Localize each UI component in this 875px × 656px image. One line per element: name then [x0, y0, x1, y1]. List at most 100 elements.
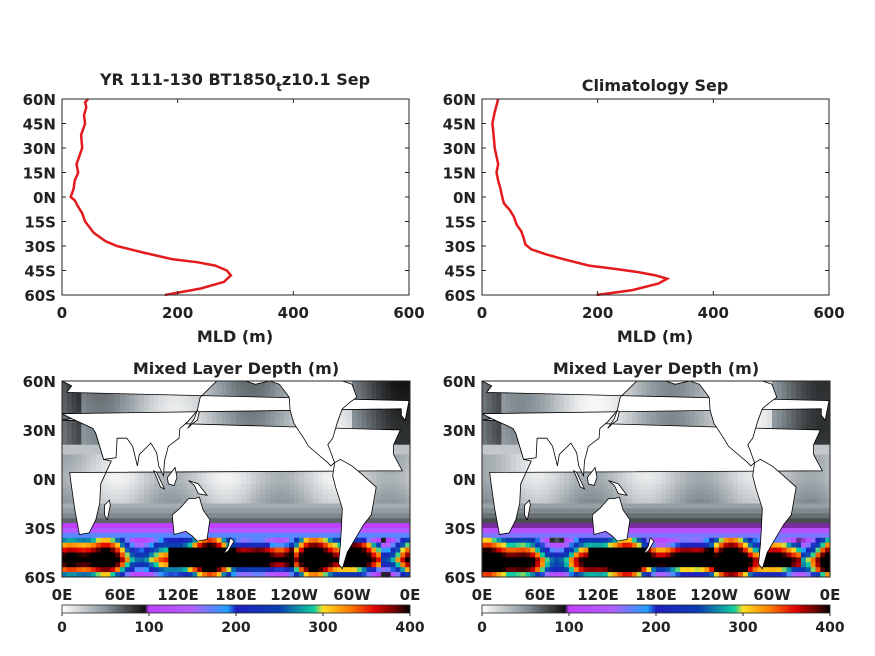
mld-cell: [641, 385, 647, 392]
mld-cell: [482, 464, 488, 470]
axes-frame: [481, 98, 830, 296]
mld-cell: [815, 425, 821, 431]
mld-cell: [245, 508, 252, 514]
mld-cell: [332, 542, 339, 549]
mld-cell: [506, 439, 512, 446]
mld-cell: [303, 488, 310, 495]
mld-cell: [163, 572, 169, 577]
mld-cell: [815, 488, 821, 495]
mld-cell: [738, 493, 744, 500]
mld-cell: [153, 493, 160, 500]
mld-cell: [260, 537, 266, 544]
mld-cell: [221, 488, 227, 495]
mld-cell: [564, 400, 570, 407]
mld-cell: [825, 498, 830, 505]
mld-cell: [390, 474, 397, 480]
mld-cell: [709, 483, 715, 490]
mld-cell: [308, 537, 314, 544]
mld-cell: [265, 542, 271, 549]
mld-cell: [602, 483, 609, 490]
mld-cell: [279, 488, 285, 495]
mld-cell: [158, 567, 165, 573]
mld-cell: [318, 532, 324, 539]
mld-cell: [178, 532, 184, 539]
mld-cell: [110, 567, 116, 573]
mld-cell: [279, 498, 285, 505]
mld-cell: [323, 483, 329, 490]
mld-cell: [486, 405, 493, 411]
mld-cell: [250, 420, 256, 426]
mld-cell: [694, 503, 701, 509]
mld-cell: [347, 547, 353, 554]
mld-cell: [95, 557, 102, 563]
mld-cell: [530, 474, 536, 480]
mld-cell: [182, 400, 189, 407]
mld-cell: [149, 557, 155, 563]
mld-cell: [71, 395, 78, 402]
mld-cell: [236, 420, 242, 426]
mld-cell: [279, 385, 285, 392]
mld-cell: [76, 400, 82, 407]
mld-cell: [260, 415, 266, 421]
mld-cell: [245, 513, 252, 519]
mld-cell: [405, 454, 410, 460]
mld-cell: [631, 474, 638, 480]
mld-cell: [149, 400, 155, 407]
mld-cell: [115, 552, 121, 558]
mld-cell: [718, 508, 725, 514]
mld-cell: [573, 405, 580, 411]
mld-cell: [665, 488, 672, 495]
mld-cell: [207, 537, 213, 544]
mld-cell: [680, 508, 686, 514]
mld-cell: [385, 532, 392, 539]
mld-cell: [796, 385, 802, 392]
mld-cell: [76, 537, 82, 544]
mld-cell: [390, 483, 397, 490]
mld-cell: [506, 395, 512, 402]
mld-cell: [173, 503, 179, 509]
mld-cell: [279, 415, 285, 421]
lon-tick-label: 60W: [333, 586, 371, 604]
mld-cell: [559, 474, 565, 480]
mld-cell: [265, 469, 271, 475]
mld-cell: [62, 464, 68, 470]
mld-cell: [250, 498, 256, 505]
mld-cell: [211, 547, 218, 554]
mld-cell: [91, 572, 97, 577]
mld-cell: [81, 532, 87, 539]
mld-cell: [482, 503, 488, 509]
mld-cell: [100, 537, 107, 544]
mld-cell: [236, 547, 242, 554]
mld-cell: [105, 547, 111, 554]
mld-cell: [120, 498, 126, 505]
mld-cell: [71, 425, 78, 431]
mld-cell: [352, 562, 358, 568]
mld-cell: [627, 493, 633, 500]
mld-cell: [385, 537, 392, 544]
mld-cell: [525, 405, 531, 411]
mld-cell: [202, 503, 208, 509]
mld-cell: [530, 493, 536, 500]
mld-cell: [723, 503, 730, 509]
mld-cell: [400, 444, 406, 451]
mld-cell: [342, 562, 348, 568]
mld-cell: [593, 405, 599, 411]
mld-cell: [158, 542, 165, 549]
mld-cell: [274, 469, 281, 475]
mld-cell: [641, 381, 647, 387]
mld-cell: [361, 562, 368, 568]
mld-cell: [187, 537, 194, 544]
mld-cell: [381, 488, 387, 495]
mld-cell: [66, 469, 73, 475]
mld-cell: [265, 523, 271, 529]
mld-cell: [738, 503, 744, 509]
mld-cell: [405, 385, 410, 392]
mld-cell: [318, 572, 324, 577]
mld-cell: [323, 523, 329, 529]
mld-cell: [395, 508, 401, 514]
mld-cell: [820, 493, 826, 500]
mld-cell: [120, 567, 126, 573]
mld-cell: [144, 562, 150, 568]
mld-cell: [544, 493, 551, 500]
mld-cell: [279, 474, 285, 480]
